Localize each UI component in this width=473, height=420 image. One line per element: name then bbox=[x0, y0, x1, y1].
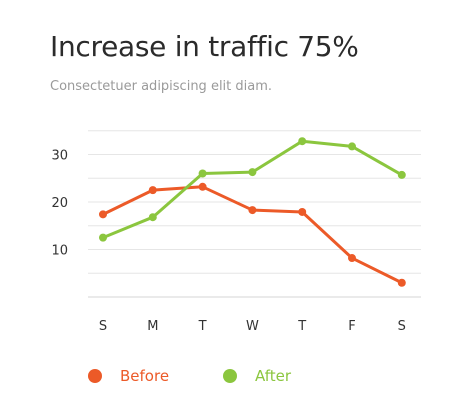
data-point-after[interactable] bbox=[397, 170, 406, 179]
y-tick-label: 10 bbox=[51, 244, 68, 259]
data-point-before[interactable] bbox=[348, 254, 356, 263]
data-point-before[interactable] bbox=[248, 206, 257, 215]
x-tick-label: S bbox=[398, 319, 406, 334]
legend-label-after: After bbox=[255, 367, 292, 385]
series-layer bbox=[99, 137, 406, 287]
x-tick-label: S bbox=[99, 319, 107, 334]
y-tick-label: 20 bbox=[51, 196, 68, 211]
x-tick-label: T bbox=[297, 319, 306, 334]
data-point-after[interactable] bbox=[248, 168, 257, 177]
chart-title: Increase in traffic 75% bbox=[50, 30, 359, 63]
data-point-after[interactable] bbox=[298, 137, 307, 146]
legend-marker-before bbox=[88, 369, 102, 383]
x-tick-label: M bbox=[147, 319, 158, 334]
series-line-before bbox=[101, 185, 404, 285]
series-line-after bbox=[101, 139, 404, 240]
legend-marker-after bbox=[223, 369, 238, 383]
data-point-before[interactable] bbox=[198, 182, 207, 191]
legend: Before After bbox=[88, 367, 345, 385]
legend-item-before[interactable]: Before bbox=[88, 367, 169, 385]
chart-subtitle: Consectetuer adipiscing elit diam. bbox=[50, 79, 273, 94]
x-tick-label: W bbox=[246, 319, 259, 334]
data-point-before[interactable] bbox=[397, 278, 406, 287]
data-point-after[interactable] bbox=[198, 169, 207, 178]
legend-item-after[interactable]: After bbox=[223, 367, 291, 385]
data-point-before[interactable] bbox=[148, 186, 157, 195]
grid-lines bbox=[88, 130, 421, 298]
data-point-after[interactable] bbox=[148, 213, 157, 222]
x-tick-label: T bbox=[198, 319, 207, 334]
data-point-before[interactable] bbox=[298, 207, 307, 216]
data-point-after[interactable] bbox=[99, 233, 107, 242]
data-point-after[interactable] bbox=[348, 142, 356, 151]
y-tick-label: 30 bbox=[51, 149, 68, 164]
x-tick-label: F bbox=[348, 319, 355, 334]
y-axis-ticks: 10 20 30 bbox=[51, 149, 68, 259]
legend-label-before: Before bbox=[120, 367, 170, 385]
data-point-before[interactable] bbox=[99, 210, 107, 219]
